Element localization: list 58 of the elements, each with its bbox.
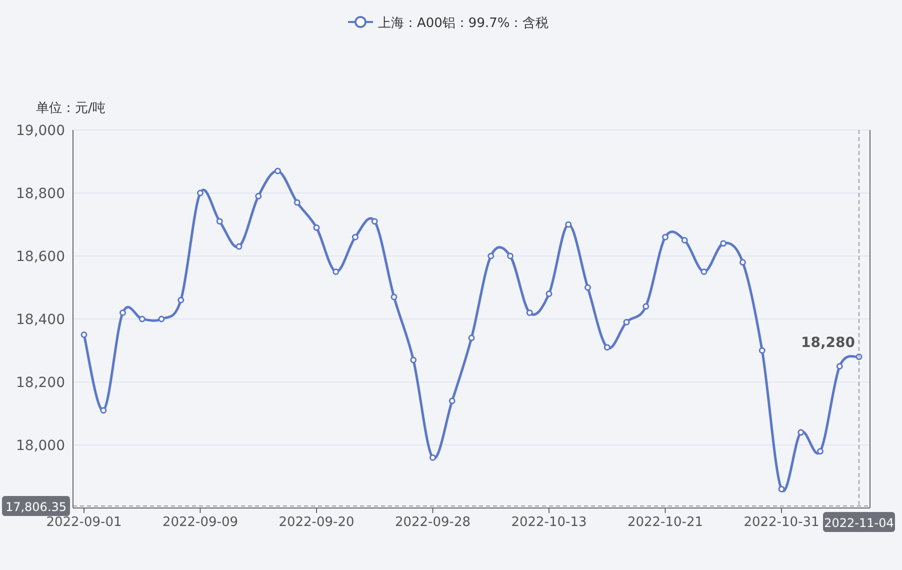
- point: [526, 309, 533, 316]
- point: [758, 347, 766, 354]
- point: [430, 454, 436, 461]
- point: [546, 290, 552, 298]
- point: [158, 316, 165, 322]
- point: [488, 252, 494, 260]
- point: [468, 334, 475, 342]
- ref-line-label: 17,806.35: [5, 500, 67, 514]
- point: [236, 243, 242, 250]
- point: [448, 398, 456, 404]
- point: [681, 237, 688, 244]
- point: [294, 199, 300, 206]
- point: [178, 296, 184, 304]
- point: [332, 268, 340, 275]
- point: [700, 268, 708, 275]
- x-tick-label: 2022-11-04: [824, 516, 894, 530]
- y-tick-label: 19,000: [16, 123, 65, 139]
- y-tick-label: 18,200: [16, 375, 65, 391]
- x-tick-label: 2022-09-20: [278, 515, 354, 530]
- x-tick-label: 2022-10-31: [744, 515, 820, 530]
- point: [604, 344, 610, 351]
- point: [197, 190, 204, 196]
- point: [642, 303, 650, 310]
- point: [80, 332, 88, 338]
- annotation: 18,280: [800, 334, 856, 351]
- point: [100, 407, 107, 414]
- point: [410, 356, 417, 364]
- point: [662, 234, 668, 240]
- point: [720, 240, 727, 247]
- y-tick-label: 18,400: [16, 312, 65, 328]
- point: [817, 448, 824, 455]
- y-axis-title: 单位：元/吨: [36, 101, 106, 116]
- point: [274, 168, 281, 174]
- x-tick-label: 2022-10-13: [511, 515, 587, 530]
- point: [216, 218, 223, 225]
- point: [778, 486, 785, 492]
- point: [507, 252, 514, 260]
- point: [584, 284, 591, 291]
- x-tick-label: 2022-09-09: [162, 515, 238, 530]
- point: [740, 259, 746, 266]
- point: [371, 218, 378, 225]
- y-tick-label: 18,600: [16, 249, 65, 265]
- point: [836, 363, 843, 370]
- point: [138, 316, 146, 322]
- x-tick-label: 2022-09-01: [46, 515, 122, 530]
- point: [565, 221, 572, 228]
- point: [352, 234, 358, 240]
- point: [623, 318, 630, 326]
- x-tick-label: 2022-10-21: [627, 515, 704, 530]
- legend-label: 上海：A00铝：99.7%：含税: [378, 16, 549, 31]
- point: [255, 192, 262, 200]
- y-tick-label: 18,800: [16, 186, 65, 202]
- x-tick-label: 2022-09-28: [394, 515, 471, 530]
- point: [798, 429, 804, 436]
- point: [313, 224, 320, 231]
- point: [390, 294, 398, 300]
- y-tick-label: 18,000: [16, 438, 65, 454]
- point: [120, 309, 126, 316]
